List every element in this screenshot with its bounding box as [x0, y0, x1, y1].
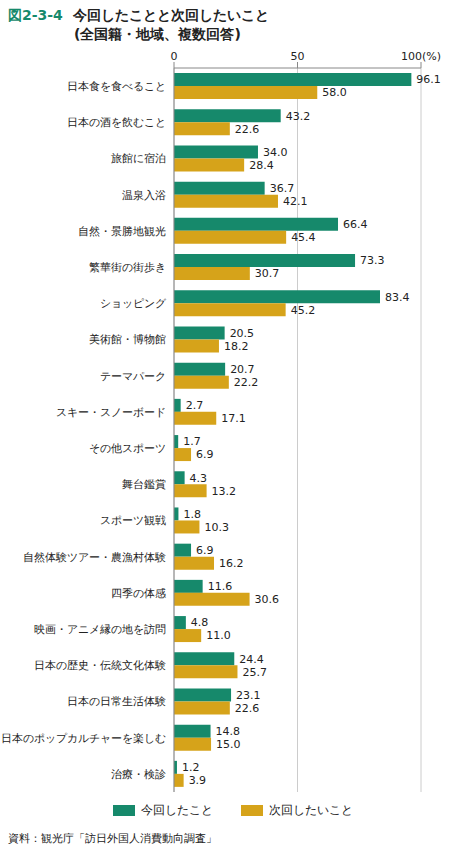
- svg-text:6.9: 6.9: [196, 544, 214, 557]
- html-text:今回したことと次回したいこと: 今回したことと次回したいこと: [72, 7, 269, 23]
- svg-text:繁華街の街歩き: 繁華街の街歩き: [89, 261, 166, 274]
- svg-text:58.0: 58.0: [322, 86, 347, 99]
- svg-text:45.4: 45.4: [291, 231, 316, 244]
- svg-text:四季の体感: 四季の体感: [111, 587, 166, 600]
- svg-text:4.3: 4.3: [190, 472, 208, 485]
- svg-text:その他スポーツ: その他スポーツ: [89, 442, 166, 455]
- svg-text:1.8: 1.8: [183, 508, 201, 521]
- svg-text:18.2: 18.2: [224, 340, 249, 353]
- svg-text:22.6: 22.6: [235, 123, 260, 136]
- svg-text:15.0: 15.0: [216, 738, 241, 751]
- svg-text:ショッピング: ショッピング: [100, 297, 167, 310]
- svg-text:日本食を食べること: 日本食を食べること: [67, 80, 166, 93]
- svg-text:11.6: 11.6: [208, 580, 233, 593]
- svg-text:舞台鑑賞: 舞台鑑賞: [122, 478, 166, 491]
- svg-text:4.8: 4.8: [191, 616, 209, 629]
- svg-text:73.3: 73.3: [360, 254, 385, 267]
- svg-text:22.2: 22.2: [234, 376, 258, 389]
- svg-text:自然・景勝地観光: 自然・景勝地観光: [78, 225, 166, 238]
- svg-text:24.4: 24.4: [239, 653, 264, 666]
- svg-text:6.9: 6.9: [196, 448, 214, 461]
- svg-text:20.5: 20.5: [230, 327, 255, 340]
- svg-text:34.0: 34.0: [263, 146, 288, 159]
- svg-text:日本の酒を飲むこと: 日本の酒を飲むこと: [67, 116, 166, 129]
- svg-text:0: 0: [171, 50, 178, 63]
- svg-text:日本の歴史・伝統文化体験: 日本の歴史・伝統文化体験: [34, 659, 166, 672]
- svg-text:2.7: 2.7: [186, 399, 204, 412]
- svg-text:96.1: 96.1: [416, 73, 441, 86]
- svg-text:日本の日常生活体験: 日本の日常生活体験: [67, 695, 166, 708]
- svg-text:25.7: 25.7: [242, 666, 267, 679]
- svg-text:100(%): 100(%): [401, 50, 441, 63]
- html-text:図2-3-4: 図2-3-4: [8, 7, 63, 23]
- svg-text:日本のポップカルチャーを楽しむ: 日本のポップカルチャーを楽しむ: [8, 732, 166, 745]
- svg-text:テーマパーク: テーマパーク: [100, 370, 166, 383]
- html-text:資料：観光庁「訪日外国人消費動向調査」: 資料：観光庁「訪日外国人消費動向調査」: [8, 832, 217, 845]
- svg-text:42.1: 42.1: [283, 195, 308, 208]
- svg-text:17.1: 17.1: [221, 412, 246, 425]
- svg-text:16.2: 16.2: [219, 557, 244, 570]
- svg-text:13.2: 13.2: [212, 485, 237, 498]
- svg-text:映画・アニメ縁の地を訪問: 映画・アニメ縁の地を訪問: [34, 623, 166, 636]
- svg-text:1.2: 1.2: [182, 761, 200, 774]
- svg-text:28.4: 28.4: [249, 159, 274, 172]
- svg-text:3.9: 3.9: [189, 774, 207, 787]
- svg-text:スキー・スノーボード: スキー・スノーボード: [56, 406, 166, 419]
- svg-text:30.6: 30.6: [255, 593, 280, 606]
- svg-text:22.6: 22.6: [235, 702, 260, 715]
- svg-text:20.7: 20.7: [230, 363, 255, 376]
- svg-text:1.7: 1.7: [183, 435, 201, 448]
- svg-text:旅館に宿泊: 旅館に宿泊: [111, 152, 166, 165]
- svg-text:14.8: 14.8: [216, 725, 241, 738]
- svg-text:50: 50: [291, 50, 305, 63]
- html-text:今回したこと: 今回したこと: [140, 803, 213, 817]
- html-text:(全国籍・地域、複数回答): (全国籍・地域、複数回答): [74, 26, 241, 42]
- svg-text:83.4: 83.4: [385, 291, 410, 304]
- svg-text:23.1: 23.1: [236, 689, 261, 702]
- svg-text:43.2: 43.2: [286, 110, 311, 123]
- svg-text:30.7: 30.7: [255, 267, 279, 280]
- svg-text:66.4: 66.4: [343, 218, 368, 231]
- svg-text:36.7: 36.7: [270, 182, 295, 195]
- svg-text:スポーツ観戦: スポーツ観戦: [100, 514, 166, 527]
- svg-text:美術館・博物館: 美術館・博物館: [89, 333, 166, 346]
- svg-text:治療・検診: 治療・検診: [111, 768, 166, 781]
- html-text:次回したいこと: 次回したいこと: [268, 803, 353, 817]
- svg-text:45.2: 45.2: [291, 304, 316, 317]
- svg-text:自然体験ツアー・農漁村体験: 自然体験ツアー・農漁村体験: [23, 551, 166, 564]
- svg-text:10.3: 10.3: [204, 521, 229, 534]
- svg-text:11.0: 11.0: [206, 629, 231, 642]
- svg-text:温泉入浴: 温泉入浴: [122, 189, 166, 202]
